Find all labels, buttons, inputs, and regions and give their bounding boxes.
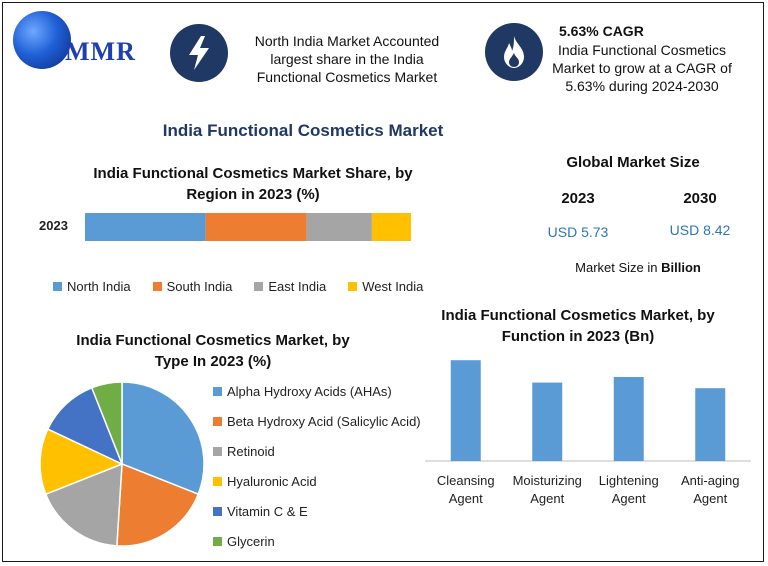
legend-swatch [213,506,222,516]
function-title-line: Function in 2023 (Bn) [501,328,655,345]
lightning-bolt-icon [170,24,228,82]
pie-slice-0 [121,381,205,496]
legend-swatch [213,416,222,426]
region-stacked-bar [85,213,411,241]
function-bar-chart [425,360,751,462]
pie-legend-label: Alpha Hydroxy Acids (AHAs) [227,383,392,399]
global-market-title: Global Market Size [566,154,700,171]
pie-legend-label: Vitamin C & E [227,503,308,519]
global-unit-note: Market Size in Billion [543,260,733,275]
function-bar-0 [450,360,481,461]
pie-legend-label: Hyaluronic Acid [227,473,317,489]
info2-line: 5.63% during 2024-2030 [565,78,719,94]
pie-legend-label: Glycerin [227,533,275,549]
category-label-line: Agent [611,491,646,506]
legend-swatch [213,476,222,486]
function-category-label: Moisturizing Agent [507,472,589,508]
region-title-line: Region in 2023 (%) [186,186,320,203]
legend-label: North India [67,279,131,294]
legend-label: West India [362,279,424,294]
pie-slice-3 [39,428,124,496]
category-label-line: Agent [530,491,565,506]
region-bar-segment-north-india [85,213,206,241]
unit-prefix: Market Size in [575,260,662,275]
info-cagr: India Functional Cosmetics Market to gro… [547,41,737,95]
region-category-label: 2023 [39,218,68,233]
legend-swatch [53,282,62,291]
region-bar-segment-south-india [205,213,307,241]
global-value-2030: USD 8.42 [669,222,731,238]
page-title: India Functional Cosmetics Market [162,121,444,140]
legend-swatch [213,536,222,546]
function-category-label: Lightening Agent [588,472,670,508]
info1-line: Functional Cosmetics Market [256,69,438,85]
function-title-line: India Functional Cosmetics Market, by [441,307,715,324]
category-label-line: Moisturizing [512,473,582,488]
global-year-2023: 2023 [561,190,595,207]
category-label-line: Lightening [598,473,659,488]
info2-line: Market to grow at a CAGR of [552,60,732,76]
category-label-line: Agent [693,491,728,506]
function-bar-3 [695,388,726,461]
pie-legend-item: Hyaluronic Acid [213,466,421,496]
type-chart-title: India Functional Cosmetics Market, by Ty… [33,330,393,372]
region-bar-segment-east-india [306,213,372,241]
legend-swatch [254,282,264,291]
region-chart-title: India Functional Cosmetics Market Share,… [63,163,443,205]
legend-label: South India [166,279,233,294]
function-category-label: Anti-aging Agent [670,472,752,508]
unit-bold: Billion [661,260,701,275]
pie-slice-5 [90,381,123,465]
region-bar-segment-west-india [371,213,411,241]
global-year-2030: 2030 [683,190,717,207]
pie-legend-item: Retinoid [213,436,421,466]
type-title-line: India Functional Cosmetics Market, by [76,332,350,349]
logo-text: MMR [65,37,136,66]
pie-legend-label: Retinoid [227,443,275,459]
pie-legend-item: Glycerin [213,526,421,556]
function-bar-1 [532,382,563,461]
legend-swatch [152,282,162,291]
legend-label: East India [268,279,327,294]
category-label-line: Agent [448,491,483,506]
pie-legend-label: Beta Hydroxy Acid (Salicylic Acid) [227,413,421,429]
pie-legend-item: Alpha Hydroxy Acids (AHAs) [213,376,421,406]
pie-legend-item: Vitamin C & E [213,496,421,526]
flame-icon [485,23,543,81]
function-category-label: Cleansing Agent [425,472,507,508]
info1-line: largest share in the India [270,51,424,67]
legend-east-india: East India [254,279,326,294]
legend-swatch [348,282,358,291]
function-chart-title: India Functional Cosmetics Market, by Fu… [413,305,743,347]
category-label-line: Anti-aging [680,473,740,488]
legend-swatch [213,386,222,396]
type-pie-legend: Alpha Hydroxy Acids (AHAs) Beta Hydroxy A… [213,376,421,556]
globe-logo-icon [13,11,71,69]
pie-slice-4 [46,386,124,466]
category-label-line: Cleansing [436,473,495,488]
info2-line: India Functional Cosmetics [557,42,727,58]
legend-south-india: South India [152,279,233,294]
type-pie-chart [39,381,205,547]
function-bar-2 [613,377,644,461]
function-category-labels: Cleansing Agent Moisturizing Agent Lightenin… [425,472,751,512]
legend-swatch [213,446,222,456]
info-north-india: North India Market Accounted largest sha… [237,32,457,86]
pie-legend-item: Beta Hydroxy Acid (Salicylic Acid) [213,406,421,436]
global-value-2023: USD 5.73 [547,224,609,240]
info1-line: North India Market Accounted [254,33,440,49]
pie-slice-1 [116,462,200,547]
type-title-line: Type In 2023 (%) [154,353,272,370]
cagr-title: 5.63% CAGR [559,23,644,39]
region-title-line: India Functional Cosmetics Market Share,… [93,165,413,182]
region-legend: North India South India East India West … [53,279,423,294]
legend-north-india: North India [53,279,131,294]
pie-slice-2 [44,462,123,547]
legend-west-india: West India [348,279,423,294]
